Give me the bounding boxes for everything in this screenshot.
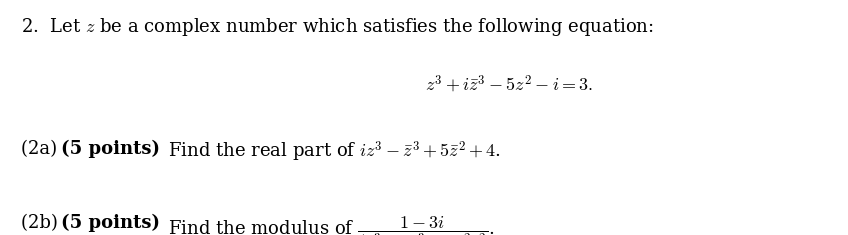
Text: (5 points): (5 points) [61, 140, 160, 158]
Text: (2a): (2a) [21, 140, 69, 158]
Text: Find the real part of $iz^3 - \bar{z}^3 + 5\bar{z}^2 + 4$.: Find the real part of $iz^3 - \bar{z}^3 … [157, 140, 501, 164]
Text: (2b): (2b) [21, 214, 70, 232]
Text: $z^3 + i\bar{z}^3 - 5z^2 - i = 3.$: $z^3 + i\bar{z}^3 - 5z^2 - i = 3.$ [425, 74, 593, 95]
Text: 2.  Let $z$ be a complex number which satisfies the following equation:: 2. Let $z$ be a complex number which sat… [21, 16, 654, 39]
Text: (5 points): (5 points) [61, 214, 160, 232]
Text: Find the modulus of $\dfrac{1-3i}{(z^3 + i\bar{z}^3 - 5z^2)^2}$.: Find the modulus of $\dfrac{1-3i}{(z^3 +… [157, 214, 494, 235]
